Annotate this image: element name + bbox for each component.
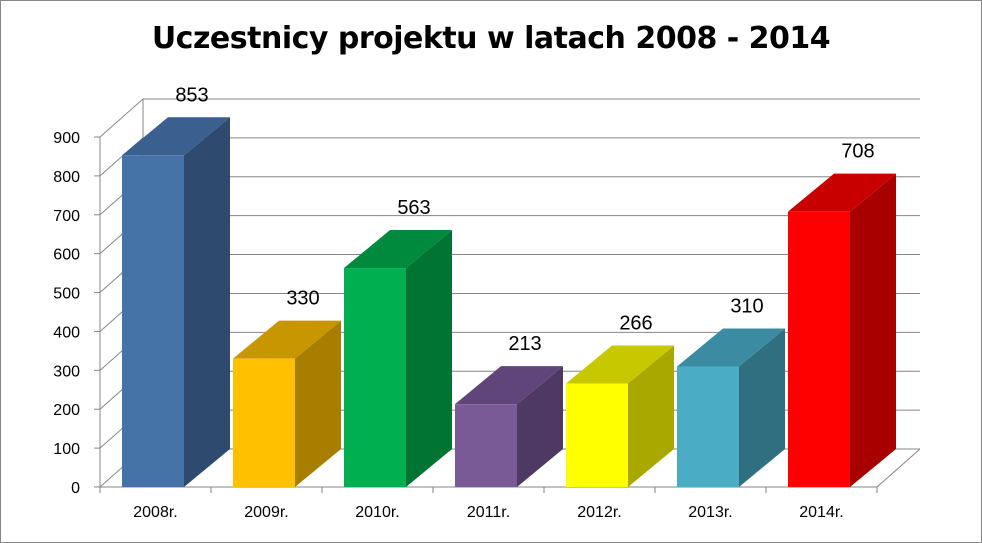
side-gridline [99,98,144,138]
bar [344,230,452,488]
data-label: 853 [175,84,208,106]
bar-side [184,117,230,488]
bar-front [233,358,295,487]
bar-front [455,404,517,487]
bars [122,117,896,488]
data-label: 266 [619,313,652,335]
y-tick-label: 500 [53,286,80,303]
data-label: 708 [841,141,874,163]
bar-top [566,345,674,384]
data-label: 213 [508,333,541,355]
bar [455,366,563,487]
bar-top [455,366,563,405]
bar-side [628,345,674,487]
bar-front [566,383,628,487]
y-tick-label: 700 [53,208,80,225]
bar-top [233,320,341,359]
x-tick-label: 2013r. [688,504,732,521]
floor-right-edge [876,448,921,488]
bar [566,345,674,487]
bar-side [850,173,896,487]
y-tick-label: 600 [53,247,80,264]
labels: 853 2008r. 330 2009r. 563 2010r. 213 2011r. 266 2… [133,84,874,521]
x-tick-label: 2011r. [467,504,510,521]
bar-front [122,155,184,487]
data-label: 330 [286,288,319,310]
bar [677,328,785,487]
bar-top [122,117,230,156]
bar [788,173,896,487]
bar-top [677,328,785,367]
x-tick-label: 2012r. [577,504,621,521]
data-label: 310 [730,295,763,317]
bar-side [517,366,563,487]
bar-top [788,173,896,212]
bar-side [406,230,452,488]
data-label: 563 [397,197,430,219]
y-tick-label: 300 [53,363,80,380]
bar-front [344,268,406,487]
y-tick-label: 400 [53,324,80,341]
chart-title: Uczestnicy projektu w latach 2008 - 2014 [151,21,831,56]
bar-front [788,211,850,487]
y-tick-label: 100 [53,441,80,458]
x-tick-label: 2008r. [133,504,177,521]
y-tick-label: 900 [53,130,80,147]
x-tick-label: 2014r. [799,504,843,521]
y-tick-label: 200 [53,402,80,419]
y-tick-label: 800 [53,169,80,186]
bar-side [295,320,341,487]
x-tick-label: 2010r. [355,504,399,521]
bar-side [739,328,785,487]
bar-front [677,366,739,487]
bar-top [344,230,452,269]
bar [233,320,341,487]
x-tick-label: 2009r. [244,504,288,521]
y-tick-label: 0 [71,480,80,497]
bar [122,117,230,488]
